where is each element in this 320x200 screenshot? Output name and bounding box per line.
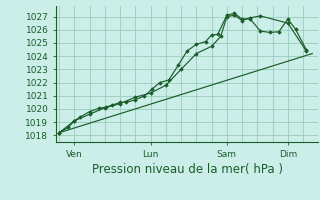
X-axis label: Pression niveau de la mer( hPa ): Pression niveau de la mer( hPa )	[92, 163, 283, 176]
